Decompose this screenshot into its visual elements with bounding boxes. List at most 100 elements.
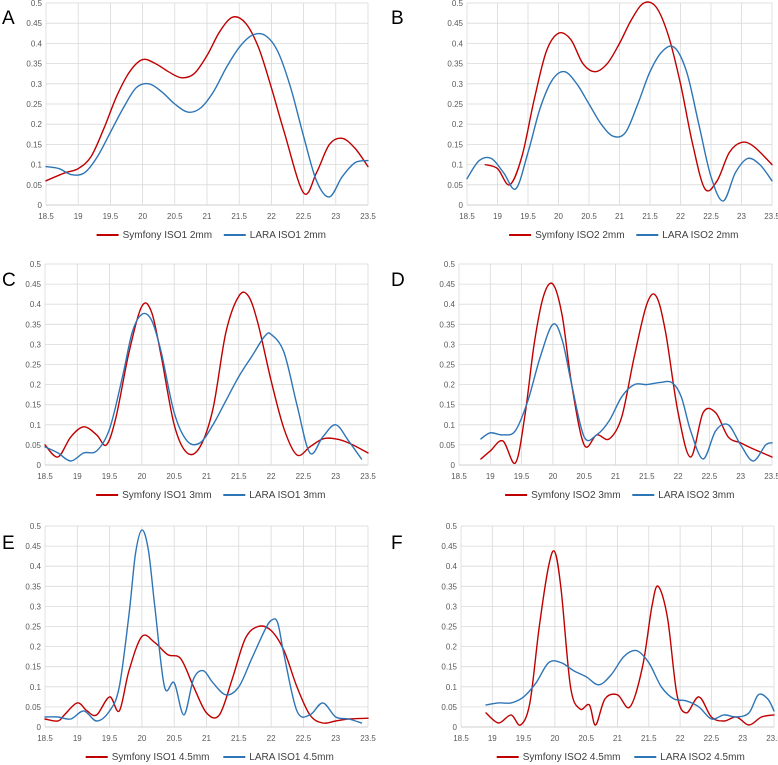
x-tick-label: 21 <box>202 734 211 743</box>
x-tick-label: 19 <box>73 734 82 743</box>
panel-e: E 0 0.05 0.1 0.15 0.2 0.25 0.3 0.35 0.4 0.45 0.5 18.… <box>2 522 376 763</box>
x-tick-label: 21 <box>613 734 622 743</box>
x-tick-label: 19.5 <box>514 472 530 481</box>
y-tick-label: 0.5 <box>30 260 42 269</box>
y-tick-label: 0 <box>459 201 464 210</box>
x-tick-label: 19 <box>73 472 82 481</box>
y-tick-label: 0.2 <box>30 381 42 390</box>
x-tick-label: 23.5 <box>360 472 376 481</box>
legend-label: LARA ISO1 4.5mm <box>249 752 333 763</box>
x-tick-label: 20 <box>550 734 559 743</box>
x-tick-label: 19 <box>74 212 83 221</box>
x-tick-label: 23.5 <box>360 212 376 221</box>
x-tick-label: 23.5 <box>764 472 778 481</box>
x-tick-label: 22.5 <box>296 472 312 481</box>
x-tick-label: 22.5 <box>296 212 312 221</box>
legend-label: Symfony ISO2 3mm <box>531 490 620 501</box>
y-tick-label: 0.3 <box>30 602 42 611</box>
y-tick-label: 0.4 <box>31 39 43 48</box>
x-tick-label: 22.5 <box>703 212 719 221</box>
x-tick-label: 23.5 <box>766 734 778 743</box>
legend-entry: LARA ISO2 2mm <box>636 230 738 241</box>
x-tick-label: 19.5 <box>520 212 536 221</box>
y-tick-label: 0.45 <box>25 542 41 551</box>
series-line-lara <box>45 32 369 198</box>
y-tick-label: 0.1 <box>30 683 42 692</box>
series-line-lara <box>485 649 775 720</box>
y-tick-label: 0.05 <box>439 441 455 450</box>
x-tick-label: 22.5 <box>702 472 718 481</box>
panel-b: B 0 0.05 0.1 0.15 0.2 0.25 0.3 0.35 0.4 0.45 0.5 18.… <box>391 0 778 241</box>
x-tick-label: 23 <box>331 472 340 481</box>
y-tick-label: 0.4 <box>30 562 42 571</box>
x-tick-label: 18.5 <box>459 212 475 221</box>
y-tick-label: 0.05 <box>25 703 41 712</box>
x-tick-label: 20.5 <box>578 734 594 743</box>
x-tick-label: 21.5 <box>231 734 247 743</box>
y-tick-label: 0.3 <box>444 340 456 349</box>
legend-entry: LARA ISO1 4.5mm <box>223 752 334 763</box>
y-tick-label: 0.25 <box>25 361 41 370</box>
series-line-symfony <box>44 625 369 724</box>
y-tick-label: 0.45 <box>25 280 41 289</box>
x-tick-label: 21.5 <box>641 734 657 743</box>
y-tick-label: 0.25 <box>25 623 41 632</box>
legend-label: LARA ISO1 2mm <box>250 230 326 241</box>
legend-label: LARA ISO2 2mm <box>662 230 738 241</box>
legend-label: Symfony ISO1 4.5mm <box>112 752 210 763</box>
y-tick-label: 0.35 <box>25 320 41 329</box>
x-tick-label: 20 <box>548 472 557 481</box>
panel-d: D 0 0.05 0.1 0.15 0.2 0.25 0.3 0.35 0.4 0.45 0.5 18.… <box>391 260 778 501</box>
legend-entry: LARA ISO2 4.5mm <box>634 752 745 763</box>
y-tick-label: 0.3 <box>31 80 43 89</box>
y-tick-label: 0.1 <box>444 421 456 430</box>
y-tick-label: 0.1 <box>31 161 43 170</box>
legend-entry: LARA ISO1 3mm <box>223 490 325 501</box>
x-tick-label: 22 <box>267 734 276 743</box>
y-tick-label: 0 <box>453 723 458 732</box>
x-tick-label: 23 <box>736 472 745 481</box>
y-tick-label: 0.15 <box>439 401 455 410</box>
y-tick-label: 0.15 <box>447 140 463 149</box>
y-tick-label: 0.2 <box>446 643 458 652</box>
y-tick-label: 0.5 <box>30 522 42 531</box>
series-line-lara <box>44 312 363 462</box>
series-line-symfony <box>485 550 775 726</box>
y-tick-label: 0 <box>37 461 42 470</box>
panel-label-e: E <box>2 533 15 554</box>
x-tick-label: 20 <box>137 734 146 743</box>
legend-entry: Symfony ISO2 4.5mm <box>496 752 621 763</box>
panel-label-c: C <box>2 270 16 291</box>
y-tick-label: 0.15 <box>25 401 41 410</box>
legend-entry: LARA ISO2 3mm <box>632 490 734 501</box>
x-tick-label: 23 <box>738 734 747 743</box>
x-tick-label: 19 <box>486 472 495 481</box>
y-tick-label: 0.25 <box>441 623 457 632</box>
y-tick-label: 0.45 <box>447 19 463 28</box>
x-tick-label: 19.5 <box>102 734 118 743</box>
y-tick-label: 0 <box>451 461 456 470</box>
legend-label: LARA ISO1 3mm <box>249 490 325 501</box>
x-tick-label: 22.5 <box>296 734 312 743</box>
legend-entry: LARA ISO1 2mm <box>223 230 326 241</box>
legend-entry: Symfony ISO2 2mm <box>509 230 625 241</box>
y-tick-label: 0.05 <box>25 441 41 450</box>
y-tick-label: 0.35 <box>25 582 41 591</box>
legend-label: Symfony ISO1 2mm <box>123 230 212 241</box>
legend-entry: Symfony ISO1 4.5mm <box>85 752 210 763</box>
legend-entry: Symfony ISO1 3mm <box>96 490 212 501</box>
legend-entry: Symfony ISO2 3mm <box>505 490 621 501</box>
y-tick-label: 0.3 <box>30 340 42 349</box>
legend-label: Symfony ISO2 4.5mm <box>523 752 621 763</box>
y-tick-label: 0.15 <box>26 140 42 149</box>
series-line-lara <box>466 45 773 202</box>
y-tick-label: 0.4 <box>30 300 42 309</box>
panel-f: F 0 0.05 0.1 0.15 0.2 0.25 0.3 0.35 0.4 0.45 0.5 18.… <box>391 522 778 763</box>
x-tick-label: 20.5 <box>581 212 597 221</box>
x-tick-label: 18.5 <box>37 472 53 481</box>
y-tick-label: 0.2 <box>30 643 42 652</box>
y-tick-label: 0.15 <box>441 663 457 672</box>
series-line-symfony <box>45 16 369 195</box>
y-tick-label: 0.1 <box>452 161 464 170</box>
